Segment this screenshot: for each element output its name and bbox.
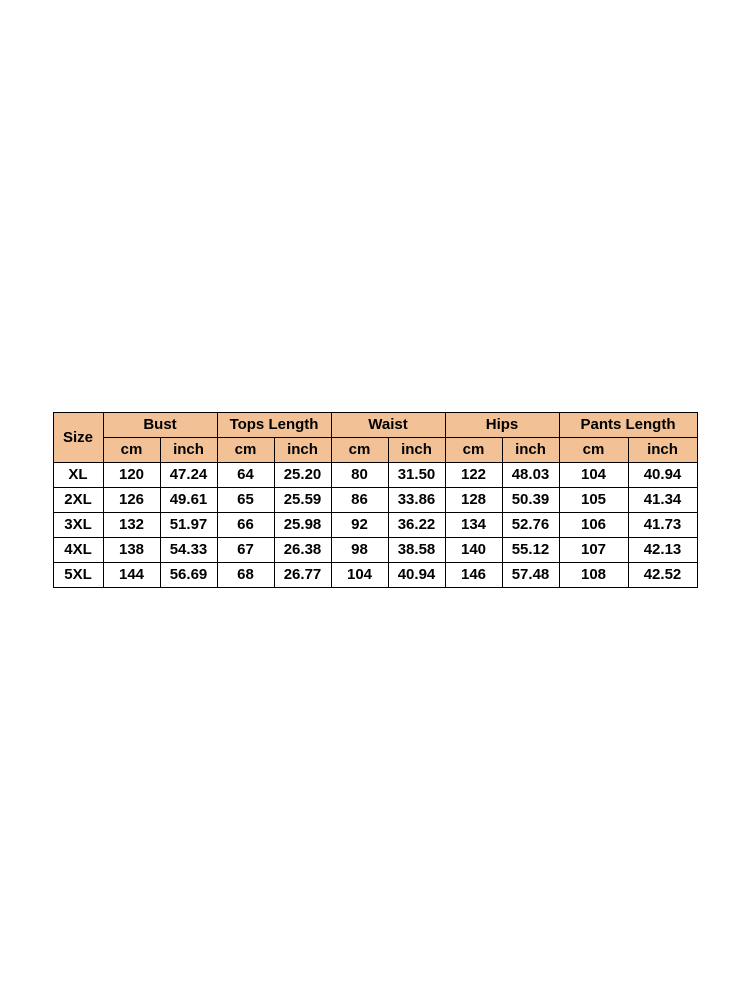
cell-value: 138 xyxy=(103,538,160,563)
cell-value: 26.38 xyxy=(274,538,331,563)
header-unit-cm: cm xyxy=(445,438,502,463)
cell-value: 140 xyxy=(445,538,502,563)
cell-value: 98 xyxy=(331,538,388,563)
cell-value: 68 xyxy=(217,563,274,588)
table-row: XL12047.246425.208031.5012248.0310440.94 xyxy=(53,463,697,488)
header-measurement: Pants Length xyxy=(559,413,697,438)
cell-value: 55.12 xyxy=(502,538,559,563)
cell-value: 40.94 xyxy=(388,563,445,588)
header-measurement: Bust xyxy=(103,413,217,438)
header-size: Size xyxy=(53,413,103,463)
table-row: 2XL12649.616525.598633.8612850.3910541.3… xyxy=(53,488,697,513)
cell-value: 105 xyxy=(559,488,628,513)
cell-value: 134 xyxy=(445,513,502,538)
cell-value: 25.20 xyxy=(274,463,331,488)
header-unit-inch: inch xyxy=(628,438,697,463)
header-unit-cm: cm xyxy=(331,438,388,463)
cell-value: 26.77 xyxy=(274,563,331,588)
cell-value: 128 xyxy=(445,488,502,513)
cell-value: 132 xyxy=(103,513,160,538)
cell-value: 48.03 xyxy=(502,463,559,488)
cell-value: 54.33 xyxy=(160,538,217,563)
cell-value: 41.34 xyxy=(628,488,697,513)
cell-size: 3XL xyxy=(53,513,103,538)
cell-value: 104 xyxy=(331,563,388,588)
header-measurement: Tops Length xyxy=(217,413,331,438)
cell-size: 5XL xyxy=(53,563,103,588)
header-measurement: Hips xyxy=(445,413,559,438)
cell-value: 80 xyxy=(331,463,388,488)
cell-value: 66 xyxy=(217,513,274,538)
header-unit-cm: cm xyxy=(217,438,274,463)
cell-value: 67 xyxy=(217,538,274,563)
cell-value: 57.48 xyxy=(502,563,559,588)
cell-value: 25.98 xyxy=(274,513,331,538)
table-row: 3XL13251.976625.989236.2213452.7610641.7… xyxy=(53,513,697,538)
cell-size: 2XL xyxy=(53,488,103,513)
size-chart-table: SizeBustTops LengthWaistHipsPants Length… xyxy=(53,412,698,588)
cell-value: 50.39 xyxy=(502,488,559,513)
cell-value: 144 xyxy=(103,563,160,588)
cell-value: 146 xyxy=(445,563,502,588)
cell-value: 40.94 xyxy=(628,463,697,488)
cell-value: 120 xyxy=(103,463,160,488)
page-container: SizeBustTops LengthWaistHipsPants Length… xyxy=(0,0,750,1000)
cell-value: 42.13 xyxy=(628,538,697,563)
cell-value: 47.24 xyxy=(160,463,217,488)
table-row: 5XL14456.696826.7710440.9414657.4810842.… xyxy=(53,563,697,588)
cell-value: 107 xyxy=(559,538,628,563)
header-measurement: Waist xyxy=(331,413,445,438)
cell-value: 122 xyxy=(445,463,502,488)
cell-value: 51.97 xyxy=(160,513,217,538)
cell-value: 126 xyxy=(103,488,160,513)
cell-value: 49.61 xyxy=(160,488,217,513)
cell-value: 104 xyxy=(559,463,628,488)
table-row: 4XL13854.336726.389838.5814055.1210742.1… xyxy=(53,538,697,563)
cell-size: XL xyxy=(53,463,103,488)
header-unit-cm: cm xyxy=(559,438,628,463)
header-unit-inch: inch xyxy=(160,438,217,463)
cell-value: 64 xyxy=(217,463,274,488)
cell-value: 33.86 xyxy=(388,488,445,513)
cell-value: 56.69 xyxy=(160,563,217,588)
header-unit-inch: inch xyxy=(274,438,331,463)
cell-value: 52.76 xyxy=(502,513,559,538)
header-unit-inch: inch xyxy=(502,438,559,463)
header-unit-inch: inch xyxy=(388,438,445,463)
cell-value: 106 xyxy=(559,513,628,538)
cell-value: 38.58 xyxy=(388,538,445,563)
cell-value: 108 xyxy=(559,563,628,588)
cell-value: 36.22 xyxy=(388,513,445,538)
cell-size: 4XL xyxy=(53,538,103,563)
cell-value: 42.52 xyxy=(628,563,697,588)
cell-value: 86 xyxy=(331,488,388,513)
cell-value: 92 xyxy=(331,513,388,538)
cell-value: 41.73 xyxy=(628,513,697,538)
cell-value: 31.50 xyxy=(388,463,445,488)
cell-value: 65 xyxy=(217,488,274,513)
cell-value: 25.59 xyxy=(274,488,331,513)
header-unit-cm: cm xyxy=(103,438,160,463)
